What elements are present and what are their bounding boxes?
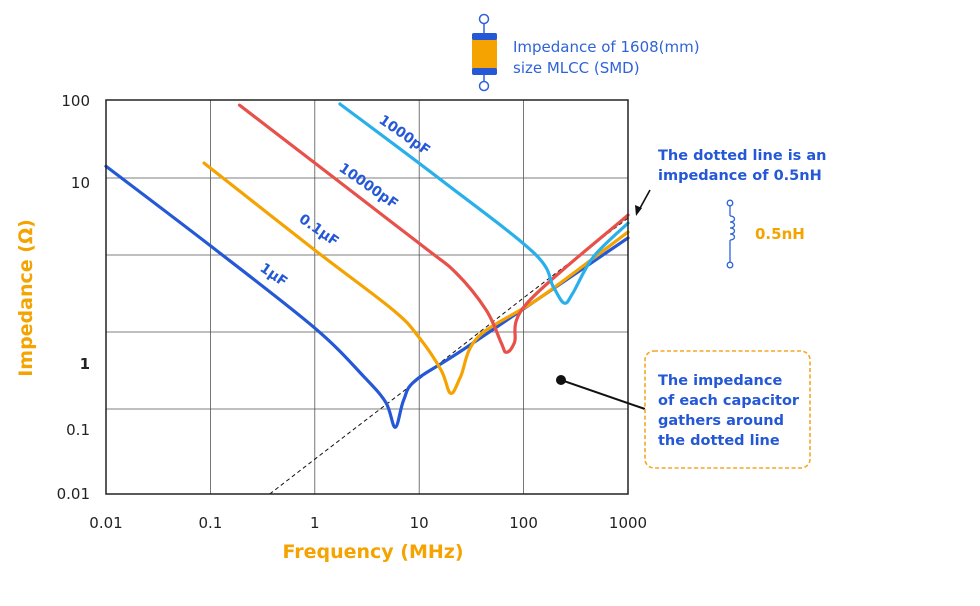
inductor-coil-icon xyxy=(726,199,736,269)
plot-frame xyxy=(105,99,629,495)
series-line-10000pF xyxy=(237,103,630,354)
x-tick-label: 1000 xyxy=(609,514,647,532)
x-axis-title: Frequency (MHz) xyxy=(282,541,463,563)
x-tick-label: 10 xyxy=(410,514,429,532)
tick-labels: 0.01 0.1 1 10 100 1000 100 10 1 0.1 0.01 xyxy=(57,92,648,532)
dotted-note-line2: impedance of 0.5nH xyxy=(658,168,822,184)
y-tick-label: 10 xyxy=(71,174,90,192)
y-tick-label: 0.01 xyxy=(57,485,90,503)
gather-note-line3: gathers around xyxy=(658,413,784,429)
gather-note-line1: The impedance xyxy=(658,373,782,389)
y-axis-title: Impedance (Ω) xyxy=(15,219,37,377)
grid xyxy=(105,100,629,494)
gather-note-line4: the dotted line xyxy=(658,433,780,449)
y-tick-label: 1 xyxy=(80,355,90,373)
arrow-icon xyxy=(635,189,651,216)
series-label-0.1uF: 0.1μF xyxy=(296,211,342,250)
inductor-label: 0.5nH xyxy=(755,225,805,243)
series-line-1μF xyxy=(104,164,630,429)
series-group xyxy=(104,102,630,429)
dotted-note-line1: The dotted line is an xyxy=(658,148,826,164)
legend-capacitor-line1: Impedance of 1608(mm) xyxy=(513,38,700,56)
x-tick-label: 100 xyxy=(509,514,538,532)
reference-line-0.5nH xyxy=(269,217,629,495)
x-tick-label: 0.01 xyxy=(89,514,122,532)
mlcc-capacitor-icon xyxy=(472,13,497,92)
annotation-box xyxy=(644,350,811,469)
x-tick-label: 1 xyxy=(310,514,320,532)
y-tick-label: 0.1 xyxy=(66,421,90,439)
y-tick-label: 100 xyxy=(61,92,90,110)
x-tick-label: 0.1 xyxy=(198,514,222,532)
series-line-0.1μF xyxy=(202,161,630,395)
pointer-line xyxy=(560,379,646,410)
gather-note-line2: of each capacitor xyxy=(658,393,800,409)
series-line-1000pF xyxy=(338,102,630,305)
legend-capacitor-line2: size MLCC (SMD) xyxy=(513,59,640,77)
